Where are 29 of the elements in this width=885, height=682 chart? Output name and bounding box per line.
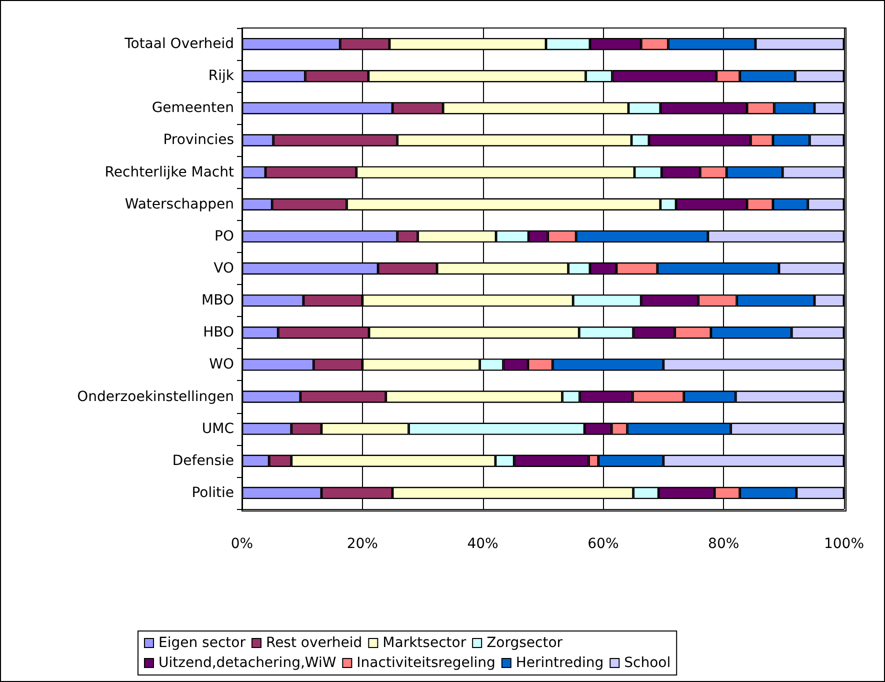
y-tick-label: Totaal Overheid (124, 36, 234, 52)
y-tick-label: Onderzoekinstellingen (77, 388, 234, 405)
y-tick-label: Rijk (208, 68, 235, 84)
x-tick-label: 80% (708, 536, 740, 552)
legend-label: Inactiviteitsregeling (356, 655, 496, 671)
legend-label: Rest overheid (266, 635, 362, 651)
x-tick-label: 20% (346, 536, 378, 552)
x-tick-label: 40% (467, 536, 498, 552)
y-tick-label: VO (214, 260, 234, 276)
legend-label: Uitzend,detachering,WiW (158, 655, 336, 671)
y-tick-label: Waterschappen (124, 196, 234, 212)
legend-label: Zorgsector (486, 635, 563, 651)
x-tick-label: 0% (230, 536, 254, 552)
legend-label: Eigen sector (158, 635, 246, 651)
y-tick-label: PO (214, 228, 234, 244)
legend-label: Marktsector (382, 635, 466, 651)
y-tick-label: Politie (192, 484, 234, 501)
y-tick-label: Defensie (172, 452, 234, 469)
y-tick-label: Provincies (163, 132, 234, 148)
y-tick-label: WO (209, 356, 234, 373)
x-tick-label: 100% (824, 536, 864, 552)
legend-label: Herintreding (516, 655, 604, 671)
y-tick-label: Gemeenten (152, 100, 234, 116)
y-tick-label: Rechterlijke Macht (104, 164, 235, 180)
y-tick-label: UMC (202, 420, 234, 437)
legend-label: School (624, 655, 671, 671)
y-tick-label: MBO (202, 292, 234, 309)
y-tick-label: HBO (203, 324, 234, 341)
x-tick-label: 60% (588, 536, 619, 552)
